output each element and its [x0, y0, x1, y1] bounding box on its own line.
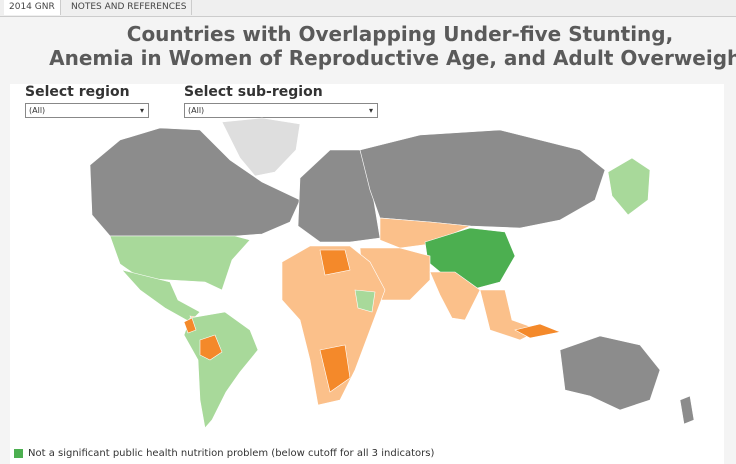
russia	[359, 129, 606, 229]
india	[429, 271, 481, 321]
title: Countries with Overlapping Under-five St…	[126, 22, 674, 46]
north-africa-orange	[319, 249, 351, 276]
page: {"tabs": ["2014 GNR", "NOTES AND REFEREN…	[0, 0, 736, 454]
ethiopia	[354, 289, 376, 313]
world-map	[89, 117, 695, 429]
new-zealand	[679, 395, 695, 425]
region-dropdown[interactable]: (All)	[25, 103, 149, 118]
alaska	[607, 157, 651, 216]
subregion-dropdown[interactable]: (All)	[184, 103, 378, 118]
tab[interactable]: NOTES AND REFERENCES	[66, 0, 193, 15]
africa	[281, 245, 386, 406]
indonesia	[514, 323, 562, 339]
greenland	[221, 117, 301, 177]
legend-swatch	[14, 448, 23, 458]
bolivia	[199, 334, 223, 361]
filter-label: Select region	[25, 84, 130, 100]
usa	[109, 235, 251, 291]
tab[interactable]: 2014 GNR	[4, 0, 61, 15]
tab-bar: 2014 GNR NOTES AND REFERENCES	[0, 0, 736, 17]
australia	[559, 335, 661, 411]
ecuador	[183, 317, 197, 334]
title: Anemia in Women of Reproductive Age, and…	[49, 46, 736, 70]
filter-label: Select sub-region	[184, 84, 323, 100]
southern-africa-orange	[319, 344, 351, 393]
